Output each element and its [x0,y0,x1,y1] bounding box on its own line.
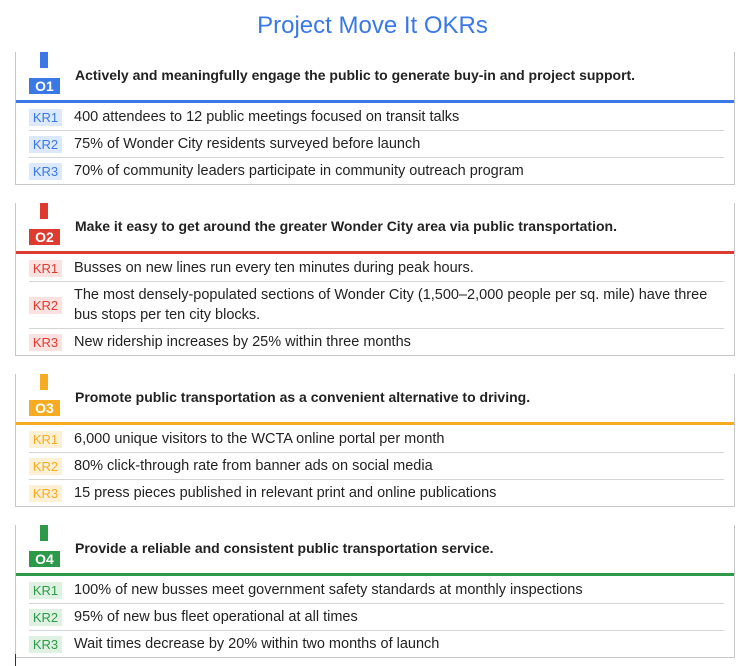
key-result-text: 6,000 unique visitors to the WCTA online… [74,431,445,447]
key-result-badge: KR2 [29,135,62,153]
key-result-badge: KR1 [29,581,62,599]
key-result-list: KR1 Busses on new lines run every ten min… [16,254,734,355]
objective-title: Actively and meaningfully engage the pub… [75,67,636,83]
text-cursor [15,654,16,666]
objective-tab-icon: O1 [29,52,60,94]
key-result-list: KR1 400 attendees to 12 public meetings f… [16,103,734,184]
key-result-row: KR1 100% of new busses meet government sa… [29,577,724,603]
objective-bar-icon [40,52,48,68]
objective-title: Make it easy to get around the greater W… [75,218,617,234]
key-result-text: 80% click-through rate from banner ads o… [74,458,433,474]
objective-code: O2 [29,229,60,245]
objective-divider [16,251,734,254]
key-result-row: KR1 6,000 unique visitors to the WCTA onl… [29,426,724,452]
objective-card-o4: O4 Provide a reliable and consistent publ… [15,525,735,658]
key-result-text: The most densely-populated sections of W… [74,287,708,323]
objective-divider [16,573,734,576]
key-result-list: KR1 6,000 unique visitors to the WCTA onl… [16,425,734,506]
key-result-text: 400 attendees to 12 public meetings focu… [74,109,460,125]
key-result-badge: KR1 [29,430,62,448]
key-result-badge: KR2 [29,296,62,314]
key-result-text: 70% of community leaders participate in … [74,163,524,179]
key-result-text: New ridership increases by 25% within th… [74,334,411,350]
objective-code: O1 [29,78,60,94]
page-title: Project Move It OKRs [257,12,488,39]
objective-header: O4 Provide a reliable and consistent publ… [16,525,734,573]
key-result-row: KR2 The most densely-populated sections o… [29,281,724,328]
key-result-row: KR3 Wait times decrease by 20% within two… [29,630,724,657]
key-result-text: 15 press pieces published in relevant pr… [74,485,497,501]
objective-bar-icon [40,525,48,541]
key-result-badge: KR3 [29,162,62,180]
key-result-badge: KR3 [29,484,62,502]
objective-divider [16,100,734,103]
objective-bar-icon [40,203,48,219]
objective-tab-icon: O3 [29,374,60,416]
key-result-text: 95% of new bus fleet operational at all … [74,609,358,625]
key-result-badge: KR1 [29,108,62,126]
objective-card-o1: O1 Actively and meaningfully engage the p… [15,52,735,185]
key-result-badge: KR3 [29,635,62,653]
key-result-text: 75% of Wonder City residents surveyed be… [74,136,421,152]
key-result-row: KR1 400 attendees to 12 public meetings f… [29,104,724,130]
objective-title: Provide a reliable and consistent public… [75,540,494,556]
key-result-row: KR3 70% of community leaders participate … [29,157,724,184]
key-result-text: Busses on new lines run every ten minute… [74,260,474,276]
key-result-row: KR2 80% click-through rate from banner ad… [29,452,724,479]
objective-title: Promote public transportation as a conve… [75,389,531,405]
key-result-badge: KR2 [29,608,62,626]
objective-code: O4 [29,551,60,567]
objective-tab-icon: O2 [29,203,60,245]
objective-card-o2: O2 Make it easy to get around the greater… [15,203,735,356]
key-result-row: KR1 Busses on new lines run every ten min… [29,255,724,281]
objective-code: O3 [29,400,60,416]
key-result-text: Wait times decrease by 20% within two mo… [74,636,440,652]
key-result-badge: KR3 [29,333,62,351]
objective-header: O3 Promote public transportation as a con… [16,374,734,422]
objective-header: O1 Actively and meaningfully engage the p… [16,52,734,100]
objective-divider [16,422,734,425]
key-result-row: KR2 75% of Wonder City residents surveyed… [29,130,724,157]
key-result-badge: KR2 [29,457,62,475]
key-result-badge: KR1 [29,259,62,277]
key-result-row: KR3 New ridership increases by 25% within… [29,328,724,355]
objective-tab-icon: O4 [29,525,60,567]
key-result-row: KR2 95% of new bus fleet operational at a… [29,603,724,630]
objective-bar-icon [40,374,48,390]
objective-header: O2 Make it easy to get around the greater… [16,203,734,251]
key-result-text: 100% of new busses meet government safet… [74,582,583,598]
key-result-list: KR1 100% of new busses meet government sa… [16,576,734,657]
key-result-row: KR3 15 press pieces published in relevant… [29,479,724,506]
objective-card-o3: O3 Promote public transportation as a con… [15,374,735,507]
